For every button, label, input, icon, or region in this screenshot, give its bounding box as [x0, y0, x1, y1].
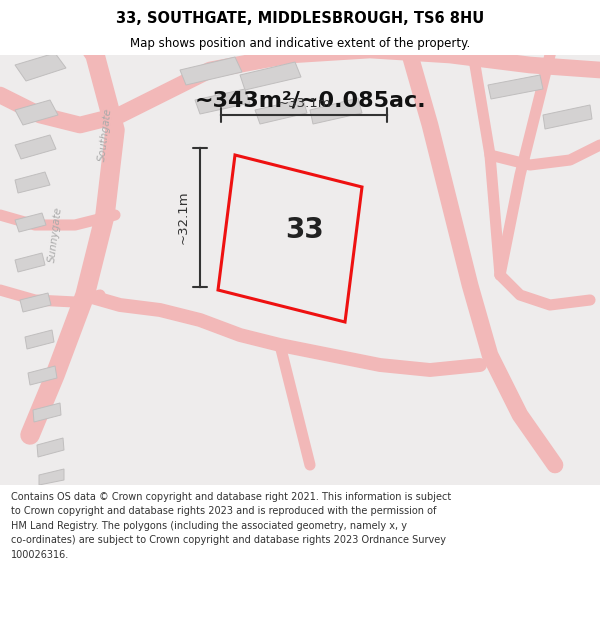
Polygon shape	[488, 75, 543, 99]
Text: ~32.1m: ~32.1m	[176, 191, 190, 244]
Text: Contains OS data © Crown copyright and database right 2021. This information is : Contains OS data © Crown copyright and d…	[11, 492, 451, 559]
Polygon shape	[25, 330, 54, 349]
Polygon shape	[195, 0, 263, 10]
Polygon shape	[225, 23, 285, 51]
Text: Map shows position and indicative extent of the property.: Map shows position and indicative extent…	[130, 38, 470, 51]
Polygon shape	[15, 135, 56, 159]
Polygon shape	[39, 469, 64, 485]
Text: Sunnygate: Sunnygate	[47, 206, 64, 264]
Polygon shape	[310, 98, 362, 124]
Polygon shape	[240, 62, 301, 90]
Polygon shape	[195, 89, 250, 114]
Polygon shape	[28, 366, 57, 385]
Text: Southgate: Southgate	[97, 107, 113, 162]
Text: 33, SOUTHGATE, MIDDLESBROUGH, TS6 8HU: 33, SOUTHGATE, MIDDLESBROUGH, TS6 8HU	[116, 11, 484, 26]
Text: ~33.1m: ~33.1m	[277, 97, 331, 110]
Polygon shape	[15, 172, 50, 193]
Polygon shape	[15, 100, 58, 125]
Polygon shape	[180, 57, 242, 85]
Polygon shape	[15, 213, 46, 232]
Polygon shape	[20, 293, 51, 312]
Polygon shape	[255, 99, 307, 124]
Polygon shape	[40, 0, 105, 22]
Polygon shape	[15, 17, 78, 47]
Polygon shape	[15, 253, 45, 272]
Text: ~343m²/~0.085ac.: ~343m²/~0.085ac.	[194, 90, 426, 110]
Polygon shape	[15, 53, 66, 81]
Text: 33: 33	[286, 216, 325, 244]
Polygon shape	[543, 105, 592, 129]
Polygon shape	[33, 403, 61, 422]
Polygon shape	[37, 438, 64, 457]
Polygon shape	[165, 13, 226, 41]
